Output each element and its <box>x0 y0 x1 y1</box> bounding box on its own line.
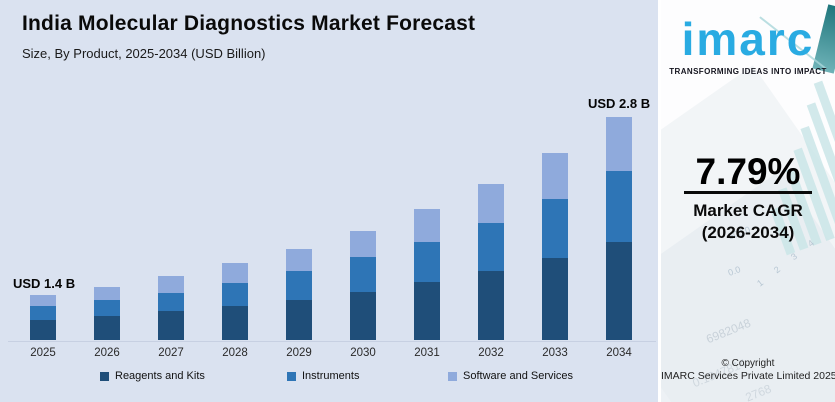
segment-reagents-and-kits <box>30 320 56 340</box>
cagr-label: Market CAGR <box>693 201 803 220</box>
x-axis-label-2028: 2028 <box>222 347 248 359</box>
segment-instruments <box>222 283 248 306</box>
stacked-bar-2034 <box>606 117 632 340</box>
segment-reagents-and-kits <box>542 258 568 340</box>
segment-instruments <box>30 306 56 320</box>
value-label-2025: USD 1.4 B <box>13 276 76 291</box>
x-axis-label-2030: 2030 <box>350 347 376 359</box>
segment-reagents-and-kits <box>222 306 248 340</box>
x-axis-label-2032: 2032 <box>478 347 504 359</box>
segment-software-and-services <box>158 276 184 293</box>
segment-instruments <box>478 223 504 271</box>
x-axis-label-2027: 2027 <box>158 347 184 359</box>
segment-reagents-and-kits <box>606 242 632 340</box>
segment-software-and-services <box>30 295 56 306</box>
stacked-bar-2025 <box>30 295 56 340</box>
segment-software-and-services <box>94 287 120 300</box>
imarc-logo: imarc <box>681 13 815 65</box>
x-axis-label-2025: 2025 <box>30 347 56 359</box>
chart-panel: India Molecular Diagnostics Market Forec… <box>0 0 658 402</box>
segment-software-and-services <box>222 263 248 283</box>
segment-instruments <box>286 271 312 300</box>
stacked-bar-2026 <box>94 287 120 340</box>
value-label-2034: USD 2.8 B <box>588 96 651 111</box>
segment-instruments <box>414 242 440 282</box>
segment-reagents-and-kits <box>414 282 440 340</box>
cagr-value: 7.79% <box>695 151 801 192</box>
plot-area: 2025 2026 2027 2028 2029 2030 2031 2032 2033 2034… <box>8 96 656 359</box>
stacked-bar-2027 <box>158 276 184 340</box>
segment-reagents-and-kits <box>286 300 312 340</box>
segment-instruments <box>158 293 184 311</box>
segment-software-and-services <box>414 209 440 242</box>
stacked-bar-2030 <box>350 231 376 340</box>
segment-reagents-and-kits <box>478 271 504 340</box>
cagr-period: (2026-2034) <box>701 223 795 242</box>
segment-software-and-services <box>542 153 568 199</box>
x-axis-line <box>8 341 656 342</box>
stacked-bar-2031 <box>414 209 440 340</box>
cagr-divider <box>684 191 812 194</box>
segment-instruments <box>542 199 568 258</box>
copyright-label: © Copyright <box>721 358 775 369</box>
x-axis-label-2029: 2029 <box>286 347 312 359</box>
chart-subtitle: Size, By Product, 2025-2034 (USD Billion… <box>22 46 266 61</box>
stacked-bar-2029 <box>286 249 312 340</box>
x-axis-label-2031: 2031 <box>414 347 440 359</box>
segment-reagents-and-kits <box>94 316 120 340</box>
stacked-bar-2033 <box>542 153 568 340</box>
segment-software-and-services <box>478 184 504 223</box>
segment-instruments <box>94 300 120 316</box>
logo-tagline: TRANSFORMING IDEAS INTO IMPACT <box>669 67 827 76</box>
x-axis-label-2026: 2026 <box>94 347 120 359</box>
copyright-owner: IMARC Services Private Limited 2025 <box>661 370 835 382</box>
sidebar: 500.0 0.0 1 2 3 4 6982048 0.1947814 2768… <box>661 0 835 402</box>
segment-software-and-services <box>350 231 376 257</box>
segment-software-and-services <box>606 117 632 171</box>
x-axis-label-2034: 2034 <box>606 347 632 359</box>
segment-reagents-and-kits <box>158 311 184 340</box>
segment-instruments <box>350 257 376 292</box>
x-axis-label-2033: 2033 <box>542 347 568 359</box>
segment-reagents-and-kits <box>350 292 376 340</box>
chart-title: India Molecular Diagnostics Market Forec… <box>22 12 476 35</box>
stacked-bar-2032 <box>478 184 504 340</box>
stacked-bar-2028 <box>222 263 248 340</box>
segment-software-and-services <box>286 249 312 271</box>
segment-instruments <box>606 171 632 242</box>
